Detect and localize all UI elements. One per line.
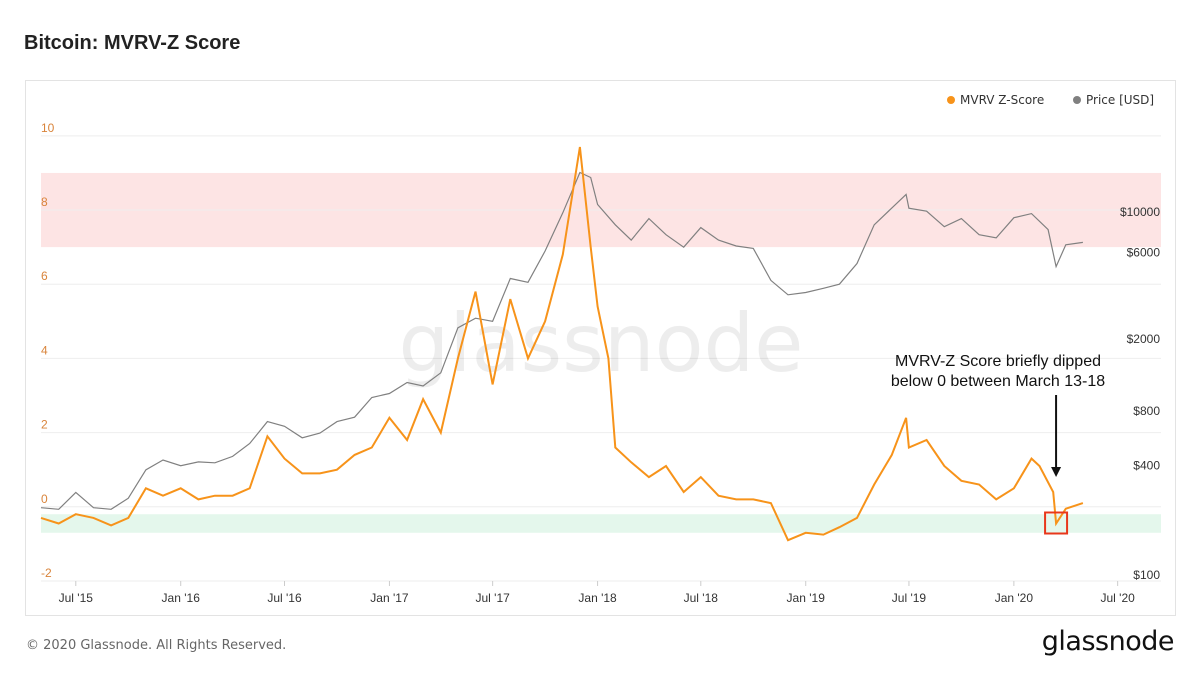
y-right-tick-label: $800 [1133,404,1160,418]
mvrv-z-series-line [40,146,1084,542]
legend-marker [1073,96,1081,104]
y-left-tick-label: 10 [41,121,55,135]
y-left-tick-label: 8 [41,195,48,209]
legend-label: Price [USD] [1086,93,1154,107]
brand-logo: glassnode [1041,626,1175,657]
annotation-text: below 0 between March 13-18 [891,373,1105,390]
x-tick-label: Jul '16 [267,591,302,605]
y-right-tick-label: $100 [1133,568,1160,582]
x-tick-label: Jan '17 [370,591,409,605]
undervalued-zone-band [41,514,1161,533]
x-tick-label: Jan '18 [578,591,617,605]
annotation-arrow-head [1051,467,1062,477]
legend-marker [947,96,955,104]
page-title: Bitcoin: MVRV-Z Score [24,32,241,54]
x-tick-label: Jul '19 [892,591,927,605]
x-tick-label: Jan '19 [787,591,826,605]
chart-panel: glassnode -2 0 2 4 6 8 10 $100 $400 $800 $2000 $600… [25,80,1176,616]
x-tick-label: Jul '20 [1101,591,1136,605]
x-tick-label: Jul '18 [684,591,719,605]
y-right-tick-label: $6000 [1127,245,1161,259]
copyright-text: © 2020 Glassnode. All Rights Reserved. [26,638,287,653]
x-tick-label: Jan '16 [162,591,201,605]
y-left-tick-label: 6 [41,269,48,283]
y-left-tick-label: 4 [41,343,48,357]
y-left-tick-label: 2 [41,418,48,432]
x-tick-label: Jul '17 [475,591,510,605]
annotation-text: MVRV-Z Score briefly dipped [895,353,1101,370]
legend-label: MVRV Z-Score [960,93,1044,107]
y-right-tick-label: $10000 [1120,205,1160,219]
y-right-tick-label: $400 [1133,459,1160,473]
annotation-highlight-box [1044,511,1069,535]
chart-svg: glassnode -2 0 2 4 6 8 10 $100 $400 $800 $2000 $600… [40,93,1161,605]
x-tick-label: Jan '20 [995,591,1034,605]
y-left-tick-label: 0 [41,492,48,506]
x-tick-label: Jul '15 [59,591,94,605]
price-series-line [40,171,1083,510]
y-left-tick-label: -2 [41,566,52,580]
y-right-tick-label: $2000 [1127,332,1161,346]
watermark-text: glassnode [398,297,803,390]
